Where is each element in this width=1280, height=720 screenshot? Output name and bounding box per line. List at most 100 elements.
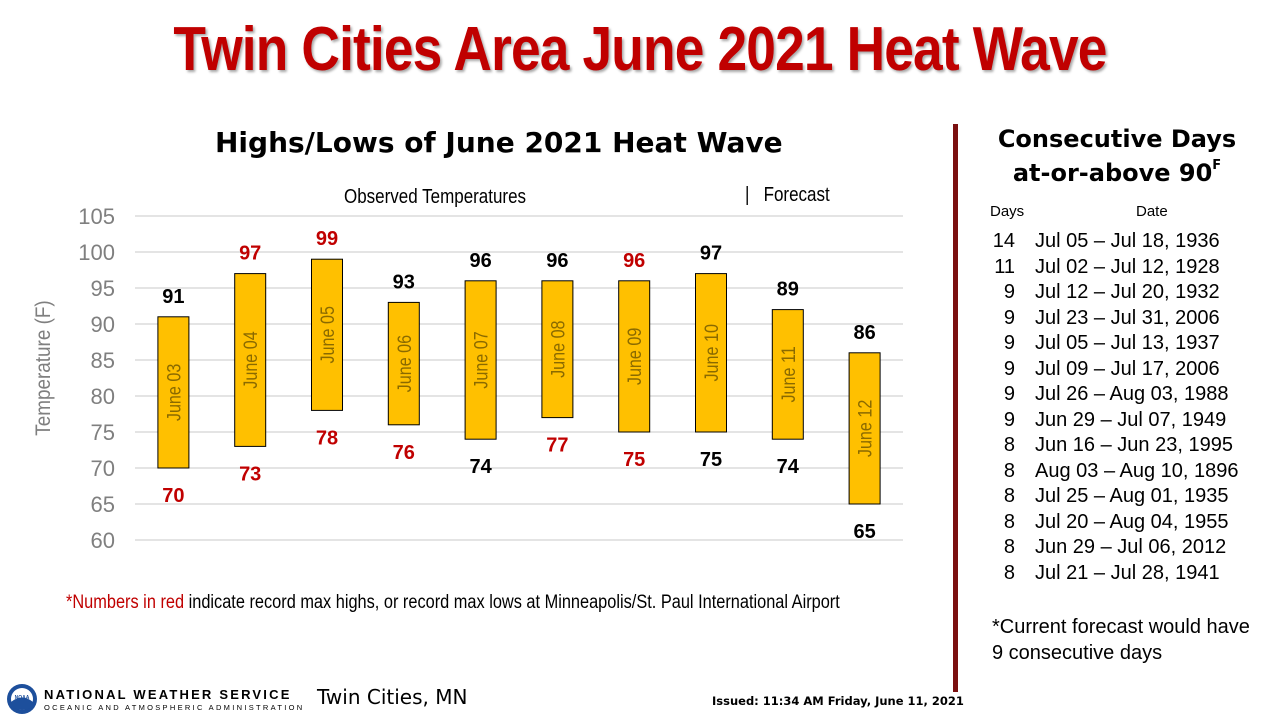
logo-text: NOAA	[15, 695, 30, 701]
record-date: Jul 25 – Aug 01, 1935	[1035, 485, 1229, 507]
high-value-label: 91	[162, 286, 184, 308]
y-tick-label: 60	[91, 528, 115, 553]
high-value-label: 96	[623, 250, 645, 272]
low-value-label: 76	[393, 442, 415, 464]
category-label: June 10	[701, 324, 723, 382]
category-label: June 08	[547, 320, 569, 378]
low-value-label: 73	[239, 463, 261, 485]
low-value-label: 65	[853, 521, 875, 543]
record-date: Jul 05 – Jul 18, 1936	[1035, 230, 1220, 252]
chart-footnote: *Numbers in red indicate record max high…	[66, 592, 840, 614]
record-row: 8 Jul 21 – Jul 28, 1941	[985, 562, 1255, 588]
record-days: 8	[1003, 485, 1015, 507]
record-date: Jul 12 – Jul 20, 1932	[1035, 281, 1220, 303]
record-row: 9 Jul 12 – Jul 20, 1932	[985, 281, 1255, 307]
high-value-label: 86	[853, 322, 875, 344]
forecast-label-text: Forecast	[763, 184, 830, 206]
category-label: June 04	[240, 331, 262, 389]
record-row: 8 Jul 25 – Aug 01, 1935	[985, 485, 1255, 511]
high-value-label: 93	[393, 271, 415, 293]
office-name: Twin Cities, MN	[317, 685, 468, 709]
chart-title: Highs/Lows of June 2021 Heat Wave	[215, 126, 783, 159]
high-value-label: 96	[469, 250, 491, 272]
page-title: Twin Cities Area June 2021 Heat Wave	[173, 15, 1107, 84]
record-row: 8 Aug 03 – Aug 10, 1896	[985, 460, 1255, 486]
record-row: 11 Jul 02 – Jul 12, 1928	[985, 256, 1255, 282]
range-bar	[848, 352, 881, 505]
category-label: June 06	[394, 335, 416, 393]
range-bar	[695, 273, 727, 433]
record-date: Jul 21 – Jul 28, 1941	[1035, 561, 1220, 584]
record-date: Jul 02 – Jul 12, 1928	[1035, 255, 1220, 278]
record-date: Jul 20 – Aug 04, 1955	[1035, 510, 1229, 533]
y-tick-label: 95	[91, 276, 115, 301]
noaa-logo-icon: NOAA	[7, 684, 37, 714]
record-days: 9	[1003, 306, 1015, 329]
agency-name: NATIONAL WEATHER SERVICE	[44, 687, 292, 702]
record-date: Jul 05 – Jul 13, 1937	[1035, 332, 1220, 354]
record-row: 8 Jul 20 – Aug 04, 1955	[985, 511, 1255, 537]
footnote-rest: indicate record max highs, or record max…	[184, 592, 840, 613]
record-days: 14	[992, 230, 1015, 252]
high-value-label: 96	[546, 250, 568, 272]
category-label: June 11	[778, 346, 800, 402]
y-tick-label: 70	[91, 456, 115, 481]
forecast-section-label: | Forecast	[745, 184, 830, 207]
forecast-note: *Current forecast would have 9 consecuti…	[992, 616, 1250, 664]
low-value-label: 78	[316, 427, 338, 449]
record-date: Jun 29 – Jul 07, 1949	[1035, 408, 1227, 431]
low-value-label: 75	[623, 449, 645, 471]
record-days: 11	[994, 255, 1015, 278]
category-label: June 07	[470, 331, 492, 388]
agency-subtitle: OCEANIC AND ATMOSPHERIC ADMINISTRATION	[44, 703, 305, 712]
y-tick-label: 100	[78, 240, 115, 265]
observed-section-label: Observed Temperatures	[344, 186, 527, 208]
range-bar	[311, 258, 343, 411]
record-row: 8 Jun 16 – Jun 23, 1995	[985, 434, 1255, 460]
range-bar	[541, 280, 574, 419]
section-divider	[953, 124, 958, 692]
issued-time: Issued: 11:34 AM Friday, June 11, 2021	[712, 694, 964, 708]
y-tick-label: 75	[91, 420, 115, 445]
heat-wave-chart: 60 65 70 75 80 85 90 95 100 105 Temperature (F) Jun…	[32, 204, 903, 553]
category-label: June 05	[317, 306, 339, 364]
record-days: 9	[1003, 281, 1015, 303]
low-value-label: 77	[546, 435, 568, 457]
record-row: 14 Jul 05 – Jul 18, 1936	[985, 230, 1255, 256]
high-value-label: 97	[239, 243, 261, 265]
high-value-label: 99	[316, 228, 338, 250]
range-bar	[618, 280, 651, 433]
fahrenheit-sup: F	[1212, 158, 1222, 173]
records-col-days: Days	[990, 203, 1025, 220]
record-days: 8	[1003, 459, 1015, 482]
forecast-separator: |	[745, 184, 750, 206]
records-title-line2-text: at-or-above 90	[1012, 159, 1213, 187]
record-row: 9 Jul 23 – Jul 31, 2006	[985, 307, 1255, 333]
category-label: June 03	[163, 364, 185, 422]
records-col-date: Date	[1136, 203, 1168, 220]
y-tick-label: 90	[91, 312, 115, 337]
record-date: Jul 09 – Jul 17, 2006	[1035, 357, 1220, 380]
record-row: 9 Jul 05 – Jul 13, 1937	[985, 332, 1255, 358]
record-date: Jun 16 – Jun 23, 1995	[1035, 434, 1233, 456]
y-axis-label: Temperature (F)	[32, 300, 55, 435]
range-bar	[387, 301, 420, 426]
record-days: 9	[1003, 332, 1015, 354]
record-date: Jul 23 – Jul 31, 2006	[1035, 306, 1220, 329]
range-bar	[234, 273, 267, 447]
low-value-label: 74	[469, 456, 492, 478]
high-value-label: 97	[700, 243, 722, 265]
record-days: 9	[1003, 408, 1015, 431]
range-bar	[157, 316, 190, 469]
y-tick-label: 105	[78, 204, 115, 229]
record-days: 8	[1003, 510, 1015, 533]
record-date: Aug 03 – Aug 10, 1896	[1035, 459, 1239, 482]
record-days: 8	[1003, 536, 1015, 558]
record-row: 9 Jun 29 – Jul 07, 1949	[985, 409, 1255, 435]
low-value-label: 75	[700, 449, 722, 471]
record-days: 9	[1003, 357, 1015, 380]
y-tick-label: 65	[91, 492, 115, 517]
record-row: 9 Jul 09 – Jul 17, 2006	[985, 358, 1255, 384]
range-bar	[464, 280, 497, 440]
footnote-red-part: *Numbers in red	[66, 592, 185, 613]
